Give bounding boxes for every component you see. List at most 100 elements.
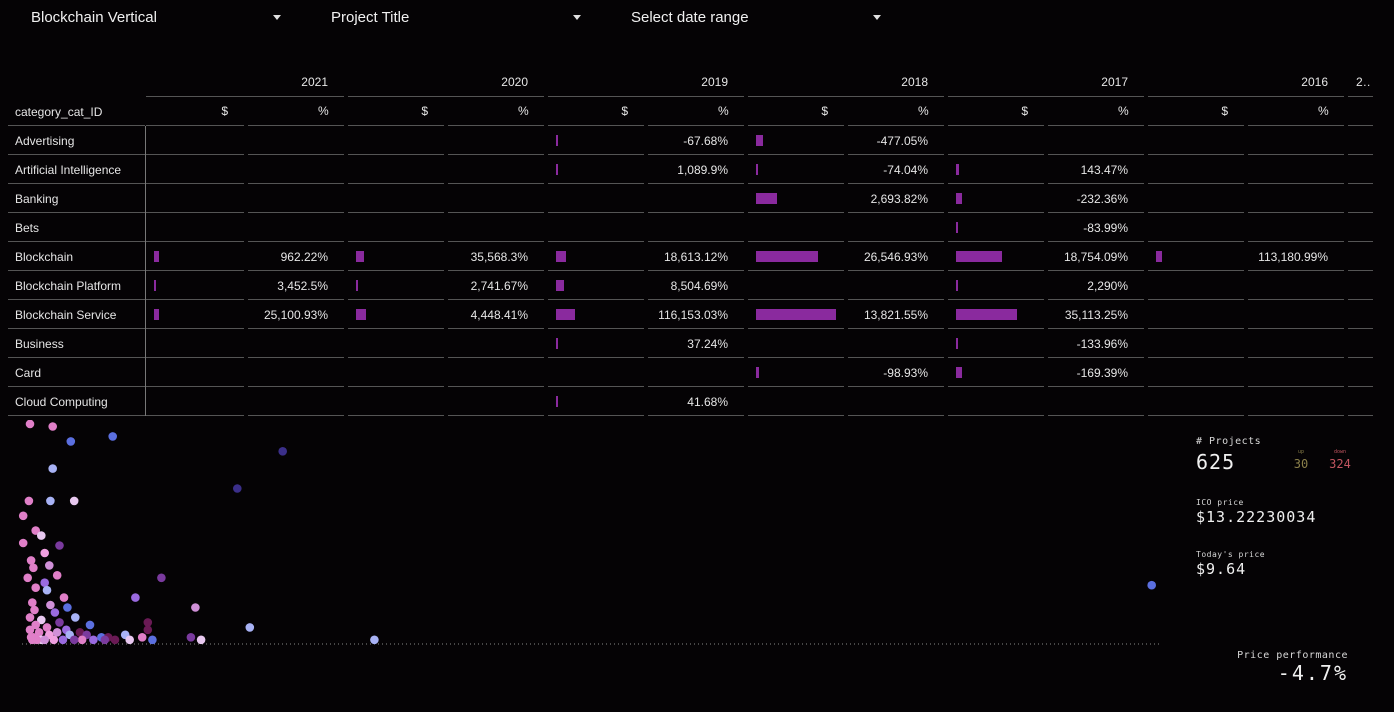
scatter-point[interactable]: [100, 635, 110, 645]
scatter-point[interactable]: [196, 635, 206, 645]
scatter-point[interactable]: [37, 615, 46, 625]
percent-value: 962.22%: [280, 250, 328, 264]
scatter-point[interactable]: [110, 635, 120, 645]
scatter-point[interactable]: [75, 628, 85, 637]
scatter-point[interactable]: [1147, 580, 1156, 590]
row-divider: [848, 299, 944, 300]
scatter-point[interactable]: [157, 573, 166, 583]
percent-value: 41.68%: [687, 395, 728, 409]
scatter-point[interactable]: [186, 633, 196, 642]
scatter-point[interactable]: [28, 598, 37, 607]
scatter-point[interactable]: [30, 605, 39, 615]
header-divider: [146, 96, 344, 97]
scatter-point[interactable]: [42, 585, 52, 595]
scatter-point[interactable]: [55, 541, 64, 550]
scatter-point[interactable]: [49, 635, 59, 645]
scatter-point[interactable]: [31, 620, 40, 630]
scatter-point[interactable]: [52, 571, 62, 580]
scatter-point[interactable]: [42, 623, 52, 632]
row-divider: [848, 125, 944, 126]
scatter-point[interactable]: [37, 531, 46, 540]
dollar-bar: [154, 309, 159, 320]
dollar-bar: [956, 367, 962, 378]
dollar-bar: [356, 280, 358, 291]
scatter-point[interactable]: [85, 620, 95, 630]
scatter-point[interactable]: [18, 511, 28, 521]
scatter-point[interactable]: [25, 625, 35, 635]
row-label: Card: [15, 366, 42, 380]
row-divider: [848, 270, 944, 271]
scatter-point[interactable]: [18, 538, 28, 548]
year-header: 2018: [901, 75, 928, 89]
row-divider: [348, 241, 444, 242]
scatter-point[interactable]: [148, 635, 157, 645]
scatter-point[interactable]: [191, 603, 200, 612]
scatter-point[interactable]: [45, 561, 54, 570]
row-divider: [748, 415, 844, 416]
row-divider: [948, 270, 1044, 271]
scatter-point[interactable]: [58, 635, 68, 645]
scatter-point[interactable]: [66, 437, 76, 446]
scatter-point[interactable]: [71, 613, 80, 622]
scatter-point[interactable]: [278, 447, 288, 456]
row-divider: [348, 386, 444, 387]
scatter-point[interactable]: [63, 603, 72, 612]
row-divider: [248, 357, 344, 358]
row-divider: [1248, 386, 1344, 387]
scatter-point[interactable]: [40, 635, 49, 645]
scatter-point[interactable]: [29, 563, 38, 573]
scatter-point[interactable]: [131, 593, 140, 602]
scatter-point[interactable]: [245, 623, 255, 632]
scatter-point[interactable]: [89, 635, 98, 645]
scatter-point[interactable]: [26, 556, 36, 565]
scatter-point[interactable]: [25, 613, 35, 622]
scatter-point[interactable]: [31, 526, 40, 535]
scatter-point[interactable]: [108, 432, 117, 441]
date-range-label: Select date range: [631, 8, 749, 26]
scatter-point[interactable]: [233, 484, 242, 493]
row-divider: [448, 357, 544, 358]
scatter-point[interactable]: [48, 422, 57, 431]
scatter-point[interactable]: [31, 583, 40, 592]
scatter-point[interactable]: [77, 635, 87, 645]
year-header: 2020: [501, 75, 528, 89]
scatter-point[interactable]: [25, 420, 35, 429]
down-count: down 324: [1324, 449, 1356, 471]
row-label: Blockchain Platform: [15, 279, 122, 293]
scatter-point[interactable]: [137, 633, 147, 642]
scatter-plot: [18, 420, 1160, 645]
scatter-point[interactable]: [55, 618, 64, 627]
date-range-dropdown[interactable]: Select date range: [631, 0, 885, 34]
percent-value: -98.93%: [883, 366, 928, 380]
header-divider: [548, 96, 744, 97]
dollar-bar: [556, 396, 558, 407]
row-label: Banking: [15, 192, 59, 206]
row-divider: [1048, 328, 1144, 329]
scatter-point[interactable]: [28, 635, 37, 645]
row-divider: [448, 154, 544, 155]
year-header: 2019: [701, 75, 728, 89]
scatter-point[interactable]: [46, 600, 55, 610]
scatter-point[interactable]: [40, 578, 49, 587]
scatter-point[interactable]: [125, 635, 134, 645]
scatter-point[interactable]: [143, 618, 153, 627]
scatter-point[interactable]: [59, 593, 69, 602]
row-divider: [8, 415, 145, 416]
row-divider: [1148, 125, 1244, 126]
scatter-point[interactable]: [69, 635, 79, 645]
scatter-point[interactable]: [48, 464, 57, 473]
scatter-point[interactable]: [34, 628, 44, 637]
scatter-point[interactable]: [52, 628, 62, 637]
header-divider: [1148, 96, 1344, 97]
scatter-point[interactable]: [143, 625, 153, 635]
scatter-point[interactable]: [24, 496, 34, 506]
project-title-dropdown[interactable]: Project Title: [331, 0, 585, 34]
scatter-point[interactable]: [50, 608, 60, 617]
scatter-point[interactable]: [46, 496, 55, 506]
blockchain-vertical-dropdown[interactable]: Blockchain Vertical: [31, 0, 285, 34]
scatter-point[interactable]: [69, 496, 79, 506]
row-divider: [8, 357, 145, 358]
scatter-point[interactable]: [370, 635, 379, 645]
scatter-point[interactable]: [40, 548, 49, 558]
scatter-point[interactable]: [23, 573, 32, 583]
